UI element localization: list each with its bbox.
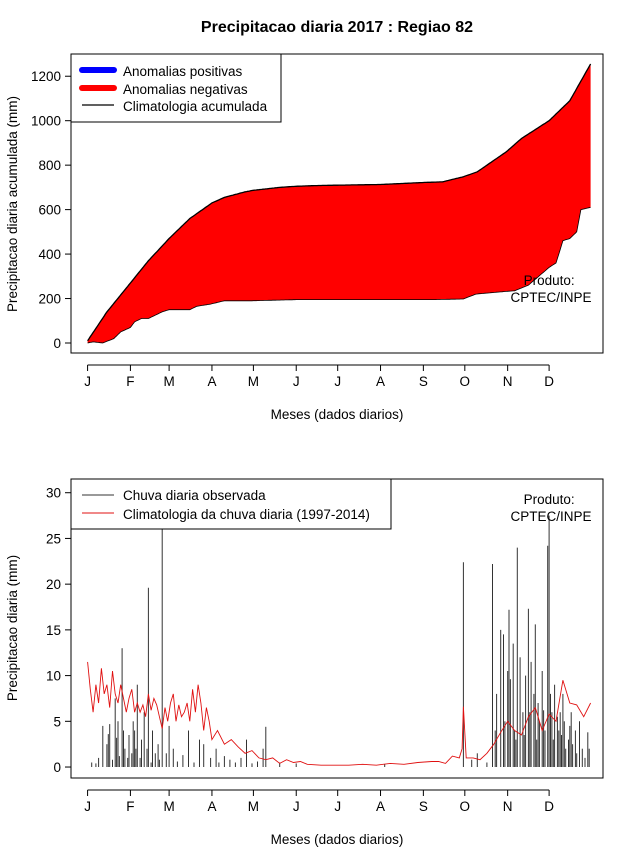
product-annotation-line: CPTEC/INPE [510,290,591,305]
x-tick-label: M [248,799,259,814]
x-tick-label: M [163,374,174,389]
legend-box [70,478,392,530]
x-tick-label: J [293,799,300,814]
x-tick-label: A [207,374,216,389]
negative-anomaly-area [87,64,591,343]
legend-label-observed: Chuva diaria observada [123,488,266,503]
y-axis-label: Precipitacao diaria acumulada (mm) [5,96,20,312]
x-tick-label: A [376,799,385,814]
product-annotation-line: Produto: [524,492,575,507]
x-tick-label: D [544,799,554,814]
x-tick-label: A [207,799,216,814]
y-tick-label: 15 [46,623,61,638]
x-tick-label: D [544,374,554,389]
product-annotation: Produto: CPTEC/INPE [510,273,591,305]
y-tick-label: 10 [46,669,61,684]
y-axis: 0 5 10 15 20 25 30 [46,486,71,775]
y-tick-label: 600 [38,203,61,218]
product-annotation: Produto: CPTEC/INPE [510,492,591,524]
x-tick-label: O [460,799,471,814]
plot-frame [70,53,604,354]
x-tick-label: S [419,374,428,389]
legend-label-positive: Anomalias positivas [123,64,243,79]
x-tick-label: J [293,374,300,389]
observed-cumulative-line [87,207,591,344]
y-axis-label: Precipitacao diaria (mm) [5,555,20,701]
x-tick-label: F [126,374,134,389]
x-tick-label: J [84,374,91,389]
x-tick-label: S [419,799,428,814]
climatology-cumulative-line [87,63,592,342]
y-axis: 0 200 400 600 800 1000 1200 [31,69,71,351]
x-tick-label: J [334,374,341,389]
y-tick-label: 200 [38,292,61,307]
x-tick-label: J [84,799,91,814]
x-axis-label: Meses (dados diarios) [271,407,404,422]
x-tick-label: A [376,374,385,389]
legend-label-climatology-daily: Climatologia da chuva diaria (1997-2014) [123,507,370,522]
x-tick-label: O [460,374,471,389]
y-tick-label: 5 [53,714,61,729]
x-tick-label: M [163,799,174,814]
product-annotation-line: CPTEC/INPE [510,509,591,524]
legend-label-negative: Anomalias negativas [123,82,248,97]
observed-daily-bars [91,515,590,767]
y-tick-label: 0 [53,760,61,775]
legend: Anomalias positivas Anomalias negativas … [70,53,282,123]
legend: Chuva diaria observada Climatologia da c… [70,478,392,530]
y-tick-label: 0 [53,336,61,351]
y-tick-label: 400 [38,247,61,262]
y-tick-label: 20 [46,577,61,592]
y-tick-label: 800 [38,158,61,173]
climatology-daily-line [87,661,592,766]
chart-title: Precipitacao diaria 2017 : Regiao 82 [201,19,473,36]
panel-cumulative: 0 200 400 600 800 1000 1200 J F M A M J J A S O N D Preci… [5,53,604,422]
x-tick-label: J [334,799,341,814]
y-tick-label: 1000 [31,114,61,129]
x-tick-label: M [248,374,259,389]
y-tick-label: 30 [46,486,61,501]
product-annotation-line: Produto: [524,273,575,288]
y-tick-label: 1200 [31,69,61,84]
panel-daily: 0 5 10 15 20 25 30 J F M A M J J A S O N D Precipitacao d… [5,478,604,847]
legend-label-climatology: Climatologia acumulada [123,99,268,114]
y-tick-label: 25 [46,531,61,546]
x-tick-label: N [503,799,513,814]
x-tick-label: F [126,799,134,814]
x-axis-label: Meses (dados diarios) [271,832,404,847]
x-tick-label: N [503,374,513,389]
